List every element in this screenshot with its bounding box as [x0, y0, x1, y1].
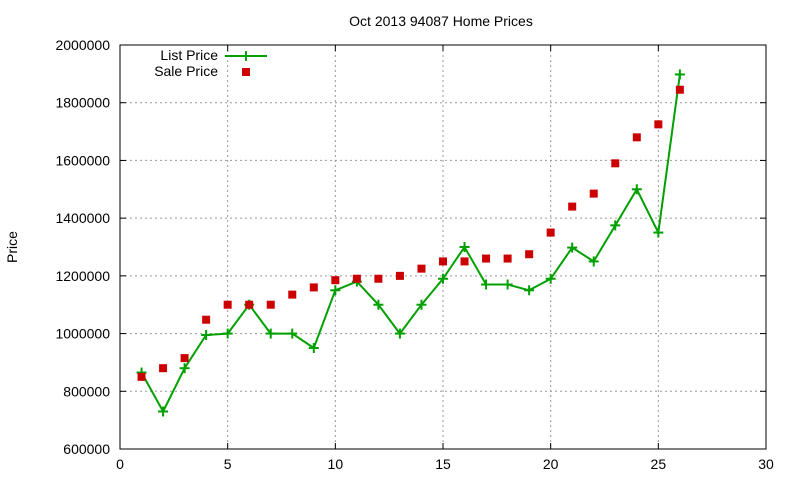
list-price-point	[674, 69, 685, 80]
sale-price-point	[589, 189, 598, 198]
chart-title: Oct 2013 94087 Home Prices	[349, 13, 533, 29]
list-price-point	[567, 242, 578, 253]
sale-price-point	[266, 300, 275, 309]
sale-price-point	[417, 264, 426, 273]
sale-price-point	[632, 133, 641, 142]
sale-price-point	[202, 315, 211, 324]
sale-price-point	[223, 300, 232, 309]
sale-price-point	[568, 202, 577, 211]
sale-price-point	[395, 271, 404, 280]
list-price-point	[373, 299, 384, 310]
list-price-point	[610, 220, 621, 231]
list-price-point	[545, 273, 556, 284]
sale-price-point	[611, 159, 620, 168]
sale-price-point	[180, 354, 189, 363]
list-price-point	[330, 285, 341, 296]
sale-price-point	[460, 257, 469, 266]
plot-frame	[119, 44, 767, 450]
sale-price-point	[309, 283, 318, 292]
sale-price-point	[159, 364, 168, 373]
list-price-point	[459, 242, 470, 252]
list-price-point	[502, 279, 513, 290]
list-price-point	[653, 227, 664, 238]
sale-price-point	[503, 254, 512, 263]
y-tick-label: 600000	[63, 441, 110, 457]
y-tick-label: 2000000	[55, 37, 110, 53]
tick-labels: 0 5 10 15 20 25 30 600000 800000 1000000 1200000 14…	[55, 37, 774, 472]
legend-marker-sale-price	[242, 68, 250, 76]
data-series	[136, 69, 685, 417]
sale-price-point	[675, 85, 684, 94]
x-tick-label: 5	[224, 456, 232, 472]
sale-price-point	[525, 250, 534, 259]
sale-price-point	[374, 274, 383, 283]
legend-label-sale-price: Sale Price	[154, 63, 218, 79]
x-tick-label: 15	[435, 456, 451, 472]
legend: List Price Sale Price	[154, 47, 267, 79]
list-price-point	[416, 299, 427, 310]
list-price-point	[201, 330, 212, 341]
list-price-point	[222, 328, 233, 339]
sale-price-point	[654, 120, 663, 129]
sale-price-point	[439, 257, 447, 266]
list-price-point	[438, 273, 448, 284]
sale-price-point	[245, 300, 254, 309]
legend-label-list-price: List Price	[160, 47, 218, 63]
y-axis-label: Price	[4, 231, 20, 263]
y-tick-label: 1800000	[55, 95, 110, 111]
list-price-point	[588, 256, 599, 267]
y-tick-label: 1200000	[55, 268, 110, 284]
grid-lines	[120, 45, 766, 449]
sale-price-point	[482, 254, 491, 263]
x-tick-label: 30	[758, 456, 774, 472]
list-price-point	[308, 343, 319, 353]
x-tick-label: 10	[328, 456, 344, 472]
list-price-point	[481, 279, 492, 290]
list-price-point	[524, 285, 535, 296]
list-price-point	[631, 184, 642, 195]
sale-price-point	[331, 276, 340, 285]
list-price-point	[394, 328, 405, 339]
sale-price-point	[288, 290, 297, 299]
x-tick-label: 20	[543, 456, 559, 472]
y-tick-label: 1400000	[55, 210, 110, 226]
sale-price-point	[352, 274, 361, 283]
x-tick-label: 0	[116, 456, 124, 472]
list-price-line	[140, 74, 681, 413]
list-price-point	[158, 406, 169, 417]
sale-price-point	[546, 228, 555, 237]
legend-marker-list-price	[241, 51, 251, 61]
list-price-point	[287, 328, 298, 339]
list-price-point	[179, 363, 190, 374]
sale-price-point	[137, 372, 146, 381]
y-tick-label: 800000	[63, 383, 110, 399]
x-tick-label: 25	[651, 456, 667, 472]
y-tick-label: 1000000	[55, 326, 110, 342]
y-tick-label: 1600000	[55, 152, 110, 168]
list-price-point	[265, 328, 276, 339]
